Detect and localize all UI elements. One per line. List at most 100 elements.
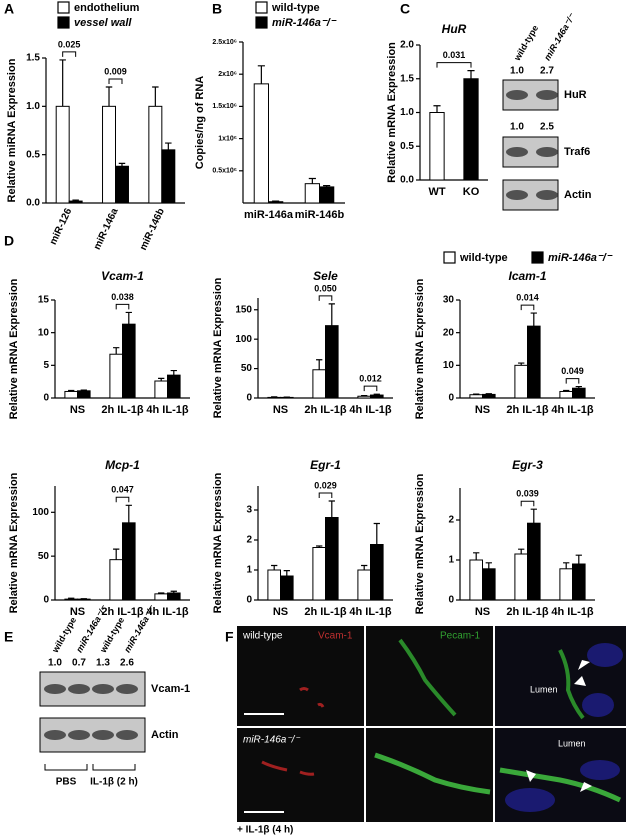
significance-bracket xyxy=(318,295,333,301)
bar xyxy=(109,353,124,399)
x-tick-label: miR-146a xyxy=(244,209,294,221)
legend-label: miR-146a⁻/⁻ xyxy=(548,252,613,264)
error-bar xyxy=(530,312,537,327)
band xyxy=(506,90,528,100)
lane-label: miR-146a⁻/⁻ xyxy=(542,11,577,62)
lumen-label: Lumen xyxy=(530,684,558,694)
error-bar xyxy=(328,500,335,518)
chart-title: Vcam-1 xyxy=(101,269,144,283)
x-tick-label: NS xyxy=(273,606,288,618)
bar xyxy=(122,323,136,399)
error-bar xyxy=(158,377,165,382)
bar xyxy=(148,105,163,204)
panel-label: F xyxy=(225,629,234,645)
row-label: Actin xyxy=(151,729,179,741)
bar xyxy=(267,569,281,601)
error-bar xyxy=(72,199,79,202)
error-bar xyxy=(563,562,570,569)
error-bar xyxy=(308,177,316,184)
y-axis-label: Relative mRNA Expression xyxy=(8,472,20,613)
x-tick-label: NS xyxy=(475,606,490,618)
bar xyxy=(161,149,176,204)
bar xyxy=(370,394,384,399)
group-label: PBS xyxy=(56,777,77,788)
error-bar xyxy=(485,393,492,395)
x-tick-label: 4h IL-1β xyxy=(146,404,188,416)
group-bracket xyxy=(44,764,88,771)
arrowhead xyxy=(574,660,590,686)
error-bar xyxy=(373,522,380,545)
error-bar xyxy=(152,86,159,107)
bar xyxy=(167,374,181,399)
panel-label: B xyxy=(212,1,222,17)
bar xyxy=(280,575,294,601)
error-bar xyxy=(575,554,582,564)
stain-signal xyxy=(558,649,585,720)
x-tick-label: 2h IL-1β xyxy=(304,606,346,618)
y-tick-label: 1x10⁶ xyxy=(218,135,237,142)
bar xyxy=(572,387,586,399)
band xyxy=(68,684,90,694)
p-value: 0.009 xyxy=(104,66,127,76)
row-label: wild-type xyxy=(242,631,283,642)
y-tick-label: 150 xyxy=(235,304,252,315)
y-tick-label: 1.5x10⁶ xyxy=(212,103,237,110)
error-bar xyxy=(271,396,278,398)
band xyxy=(536,147,558,157)
p-value: 0.039 xyxy=(516,489,539,499)
bar xyxy=(319,186,335,204)
band xyxy=(116,684,138,694)
y-tick-label: 0 xyxy=(43,393,49,404)
bar xyxy=(122,522,136,601)
bar xyxy=(482,393,496,399)
y-axis-label: Relative mRNA Expression xyxy=(212,472,224,613)
y-tick-label: 0.0 xyxy=(400,175,414,186)
y-tick-label: 1.5 xyxy=(26,53,40,64)
x-tick-label: 4h IL-1β xyxy=(349,404,391,416)
legend-swatch xyxy=(255,1,268,14)
error-bar xyxy=(170,369,177,376)
bar xyxy=(267,396,281,399)
error-bar xyxy=(575,385,582,389)
error-bar xyxy=(563,389,570,392)
error-bar xyxy=(68,389,75,392)
x-tick-label: 4h IL-1β xyxy=(146,606,188,618)
y-tick-label: 0.5 xyxy=(400,141,414,152)
x-tick-label: miR-146b xyxy=(138,207,167,252)
y-tick-label: 2.5x10⁶ xyxy=(212,39,237,46)
band xyxy=(68,730,90,740)
legend-label: endothelium xyxy=(74,2,140,14)
chart-title: Icam-1 xyxy=(508,269,546,283)
error-bar xyxy=(80,389,87,391)
y-tick-label: 100 xyxy=(32,507,49,518)
y-tick-label: 2 xyxy=(246,535,252,546)
band xyxy=(44,684,66,694)
panel-label: E xyxy=(4,629,13,645)
error-bar xyxy=(473,552,480,560)
y-tick-label: 1.5 xyxy=(400,73,414,84)
x-tick-label: miR-126 xyxy=(48,206,75,246)
row-label: Actin xyxy=(564,189,592,201)
band xyxy=(536,90,558,100)
quantification: 1.0 xyxy=(48,658,62,669)
legend-swatch xyxy=(531,251,544,264)
bar xyxy=(514,364,529,399)
significance-bracket xyxy=(520,500,535,507)
error-bar xyxy=(68,597,75,600)
quantification: 0.7 xyxy=(72,658,86,669)
bar xyxy=(482,568,496,601)
y-axis-label: Relative mRNA Expression xyxy=(414,278,426,419)
x-tick-label: NS xyxy=(70,606,85,618)
band xyxy=(506,190,528,200)
y-tick-label: 20 xyxy=(443,327,455,338)
micrograph xyxy=(366,626,493,726)
bar xyxy=(357,395,371,399)
bar xyxy=(312,369,326,399)
lane-label: wild-type xyxy=(512,23,541,63)
significance-bracket xyxy=(115,303,130,310)
legend-label: vessel wall xyxy=(74,17,132,29)
error-bar xyxy=(518,548,525,554)
error-bar xyxy=(283,570,290,576)
stain-signal xyxy=(374,752,491,795)
